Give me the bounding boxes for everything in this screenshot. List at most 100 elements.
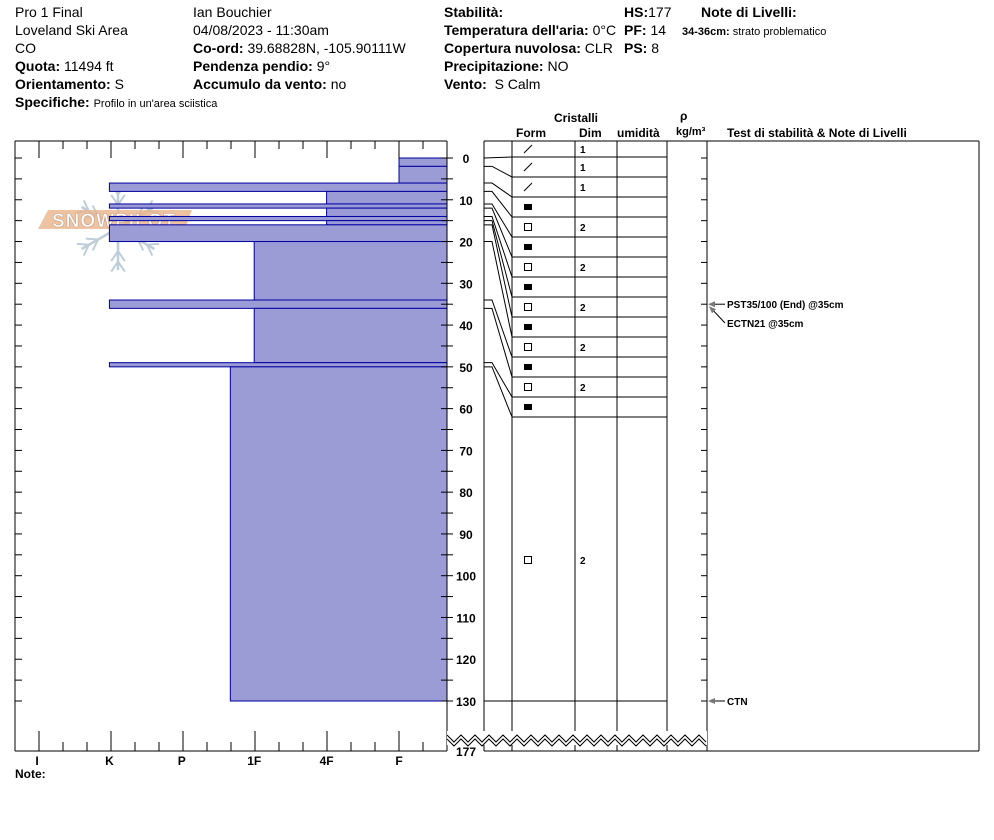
open-square-grain-icon: [524, 263, 532, 271]
hardness-layer-bar: [253, 241, 448, 301]
hs-value: 177: [648, 4, 672, 20]
depth-label: 10: [459, 194, 473, 208]
crystals-header: Cristalli: [554, 111, 599, 125]
test-arrow-icon: [708, 301, 715, 308]
hardness-layer-bar: [108, 182, 448, 192]
aspect-label: Orientamento:: [15, 76, 111, 92]
layer-connector: [484, 165, 513, 178]
depth-label: 20: [459, 236, 473, 250]
datetime: 04/08/2023 - 11:30am: [193, 22, 329, 38]
aspect: Orientamento: S: [15, 76, 124, 92]
grain-size: 2: [580, 263, 586, 274]
depth-label: 30: [459, 277, 473, 291]
solid-square-grain-icon: [524, 204, 532, 210]
ps-label: PS:: [624, 40, 648, 56]
elevation-label: Quota:: [15, 58, 61, 74]
depth-label: 50: [459, 361, 473, 375]
coord-label: Co-ord:: [193, 40, 244, 56]
depth-label: 60: [459, 403, 473, 417]
hardness-label: I: [35, 754, 38, 768]
elevation-value: 11494 ft: [64, 58, 114, 74]
test-arrow-line: [711, 308, 726, 324]
layer-connector: [484, 220, 513, 298]
ps-value: 8: [651, 40, 660, 56]
layer-connector: [484, 207, 513, 258]
profile-name: Pro 1 Final: [15, 4, 83, 20]
dim-header: Dim: [579, 126, 602, 140]
slope-value: 9°: [316, 58, 331, 74]
hardness-layer-bar: [398, 157, 448, 167]
solid-square-grain-icon: [524, 284, 532, 290]
layer-connector: [484, 362, 513, 398]
wind: Vento: S Calm: [444, 76, 540, 92]
hardness-layer-bar: [398, 165, 448, 184]
layer-connector: [484, 203, 513, 238]
wind-loading-value: no: [330, 76, 347, 92]
open-square-grain-icon: [524, 343, 532, 351]
hardness-label: P: [178, 754, 186, 768]
depth-label: 80: [459, 486, 473, 500]
depth-label: 130: [456, 695, 476, 709]
pf: PF: 14: [624, 22, 667, 38]
layer-notes-label: Note di Livelli:: [701, 4, 797, 20]
layer-connector: [483, 156, 513, 159]
hardness-label: K: [105, 754, 114, 768]
layer-connector: [484, 190, 513, 218]
depth-label: 120: [456, 653, 476, 667]
grain-size: 2: [580, 343, 586, 354]
wind-loading-label: Accumulo da vento:: [193, 76, 327, 92]
decomposing-fragments-icon: [523, 182, 533, 192]
air-temp: Temperatura dell'aria: 0°C: [444, 22, 616, 38]
open-square-grain-icon: [524, 556, 532, 564]
coord-value: 39.68828N, -105.90111W: [247, 40, 406, 56]
wind-value: S Calm: [494, 76, 541, 92]
grain-size: 1: [580, 163, 586, 174]
hardness-layer-bar: [108, 362, 448, 368]
coordinates: Co-ord: 39.68828N, -105.90111W: [193, 40, 406, 56]
layer-connector: [484, 366, 513, 418]
wind-label: Vento:: [444, 76, 487, 92]
moisture-header: umidità: [617, 126, 660, 140]
sky-label: Copertura nuvolosa:: [444, 40, 581, 56]
solid-square-grain-icon: [524, 364, 532, 370]
form-header: Form: [516, 126, 546, 140]
test-arrow-icon: [709, 306, 716, 314]
observer: Ian Bouchier: [193, 4, 272, 20]
decomposing-fragments-icon: [523, 162, 533, 172]
solid-square-grain-icon: [524, 404, 532, 410]
hardness-label: 1F: [247, 754, 261, 768]
layer-connector: [484, 215, 513, 278]
open-square-grain-icon: [524, 303, 532, 311]
depth-label: 70: [459, 444, 473, 458]
hardness-layer-bar: [108, 215, 448, 222]
specifics: Specifiche: Profilo in un'area sciistica: [15, 94, 217, 112]
sky-value: CLR: [584, 40, 613, 56]
layer-connector: [484, 307, 513, 378]
tests-header: Test di stabilità & Note di Livelli: [727, 126, 907, 140]
test-label: PST35/100 (End) @35cm: [727, 300, 844, 311]
stability-label: Stabilità:: [444, 4, 504, 20]
depth-total-label: 177: [456, 745, 476, 759]
ps: PS: 8: [624, 40, 659, 56]
pf-value: 14: [650, 22, 667, 38]
layer-connector: [484, 241, 513, 338]
slope-label: Pendenza pendio:: [193, 58, 313, 74]
hs: HS:177: [624, 4, 671, 20]
layer-note-text: strato problematico: [732, 26, 827, 38]
decomposing-fragments-icon: [523, 144, 533, 154]
open-square-grain-icon: [524, 383, 532, 391]
density-header: kg/m³: [676, 126, 706, 138]
hardness-layer-bar: [108, 299, 448, 309]
hardness-layer-bar: [229, 366, 448, 702]
note-label: Note:: [15, 767, 46, 781]
depth-label: 110: [456, 611, 476, 625]
hardness-label: 4F: [320, 754, 334, 768]
precipitation: Precipitazione: NO: [444, 58, 568, 74]
break-mask: [447, 731, 707, 745]
depth-break-zigzag: [446, 734, 707, 743]
sky: Copertura nuvolosa: CLR: [444, 40, 613, 56]
grain-size: 1: [580, 145, 586, 156]
grain-size: 2: [580, 303, 586, 314]
